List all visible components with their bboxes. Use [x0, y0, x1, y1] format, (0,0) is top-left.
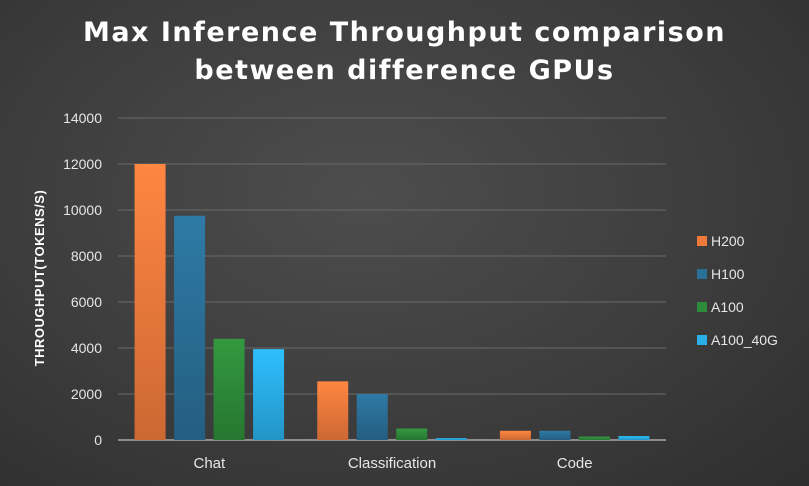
legend-swatch-a100_40g [697, 335, 707, 345]
x-category-label: Chat [193, 455, 226, 472]
y-tick-label: 2000 [71, 386, 102, 402]
y-tick-label: 12000 [63, 156, 102, 172]
gridlines [118, 117, 666, 441]
y-tick-label: 0 [94, 432, 102, 448]
bar-h200-code [499, 430, 531, 440]
bar-a100-code [578, 436, 610, 440]
bar-a100-chat [213, 338, 245, 440]
y-tick-label: 4000 [71, 340, 102, 356]
legend: H200 H100 A100 A100_40G [697, 233, 778, 348]
x-category-label: Classification [348, 455, 436, 472]
y-tick-label: 6000 [71, 294, 102, 310]
chart-title-line-2: between difference GPUs [194, 55, 615, 86]
legend-label-h200: H200 [711, 233, 745, 249]
x-axis-category-labels: Chat Classification Code [193, 455, 592, 472]
legend-swatch-h100 [697, 269, 707, 279]
legend-label-h100: H100 [711, 266, 745, 282]
y-tick-label: 8000 [71, 248, 102, 264]
x-category-label: Code [557, 455, 593, 472]
legend-label-a100: A100 [711, 299, 744, 315]
bar-a100_40g-chat [253, 349, 285, 440]
y-tick-label: 10000 [63, 202, 102, 218]
bar-a100_40g-classification [435, 438, 467, 440]
bar-h200-chat [134, 164, 166, 440]
legend-label-a100_40g: A100_40G [711, 332, 778, 348]
bars [134, 164, 650, 440]
bar-h200-classification [317, 381, 349, 440]
y-axis-tick-labels: 0 2000 4000 6000 8000 10000 12000 14000 [63, 110, 102, 448]
bar-a100-classification [396, 428, 428, 440]
y-tick-label: 14000 [63, 110, 102, 126]
chart-title-line-1: Max Inference Throughput comparison [82, 17, 727, 48]
bar-a100_40g-code [618, 436, 650, 440]
chart-title: Max Inference Throughput comparison betw… [0, 14, 809, 90]
legend-swatch-h200 [697, 236, 707, 246]
bar-h100-chat [174, 215, 206, 440]
y-axis-label: THROUGHPUT(TOKENS/S) [32, 190, 47, 367]
legend-swatch-a100 [697, 302, 707, 312]
bar-h100-classification [356, 394, 388, 440]
bar-h100-code [539, 430, 571, 440]
